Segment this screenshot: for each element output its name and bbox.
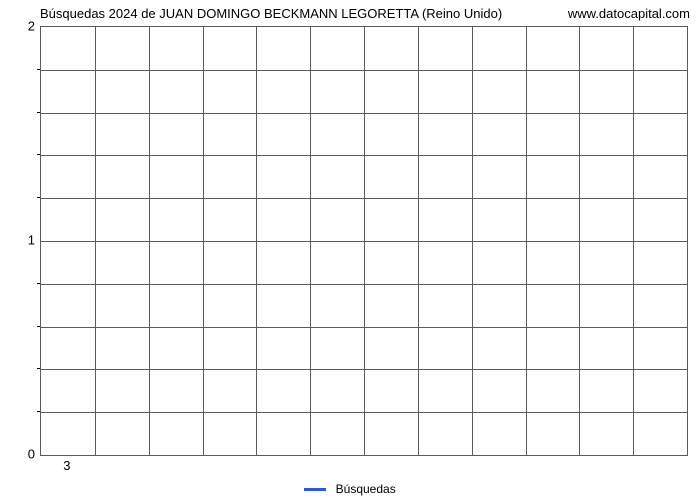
x-tick-label: 3 — [63, 458, 70, 473]
gridline-vertical — [149, 27, 150, 455]
gridline-vertical — [633, 27, 634, 455]
gridline-vertical — [418, 27, 419, 455]
gridline-vertical — [526, 27, 527, 455]
chart-container: Búsquedas 2024 de JUAN DOMINGO BECKMANN … — [0, 0, 700, 500]
y-minor-tick — [37, 154, 40, 155]
y-tick-label: 2 — [28, 19, 35, 34]
y-tick-label: 0 — [28, 447, 35, 462]
y-minor-tick — [37, 69, 40, 70]
watermark-text: www.datocapital.com — [568, 6, 690, 21]
plot-area — [40, 26, 688, 456]
gridline-vertical — [364, 27, 365, 455]
gridline-vertical — [95, 27, 96, 455]
y-tick-label: 1 — [28, 233, 35, 248]
gridline-vertical — [256, 27, 257, 455]
gridline-vertical — [579, 27, 580, 455]
y-minor-tick — [37, 411, 40, 412]
legend: Búsquedas — [0, 481, 700, 496]
chart-title: Búsquedas 2024 de JUAN DOMINGO BECKMANN … — [40, 6, 502, 21]
gridline-vertical — [472, 27, 473, 455]
y-minor-tick — [37, 368, 40, 369]
y-minor-tick — [37, 326, 40, 327]
legend-swatch — [304, 488, 326, 491]
y-minor-tick — [37, 112, 40, 113]
y-minor-tick — [37, 197, 40, 198]
gridline-vertical — [203, 27, 204, 455]
y-minor-tick — [37, 283, 40, 284]
legend-label: Búsquedas — [336, 482, 396, 496]
gridline-vertical — [310, 27, 311, 455]
